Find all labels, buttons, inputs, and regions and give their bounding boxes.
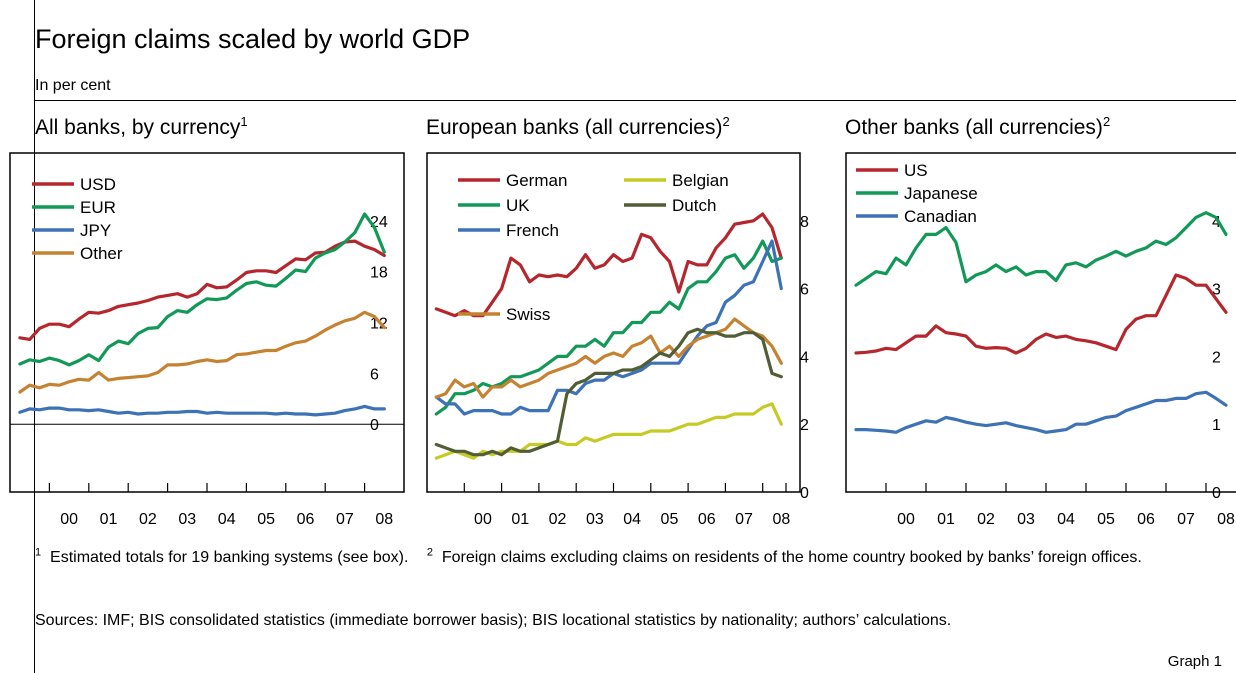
legend-label-eur: EUR [80, 198, 116, 217]
x-tick-label: 00 [474, 511, 492, 528]
y-tick-label: 4 [1212, 214, 1221, 231]
x-tick-label: 08 [375, 511, 393, 528]
x-tick-label: 04 [218, 511, 236, 528]
sources-note: Sources: IMF; BIS consolidated statistic… [35, 612, 952, 629]
x-tick-label: 01 [937, 511, 955, 528]
left-rule [34, 0, 35, 673]
y-tick-label: 3 [1212, 282, 1221, 299]
footnotes: 1 Estimated totals for 19 banking system… [35, 544, 1225, 571]
x-tick-label: 04 [1057, 511, 1075, 528]
legend-label-other: Other [80, 244, 123, 263]
x-tick-label: 04 [623, 511, 641, 528]
y-tick-label: 1 [1212, 417, 1221, 434]
graph-number: Graph 1 [1167, 653, 1222, 670]
y-tick-label: 6 [370, 366, 379, 383]
series-line-other [18, 310, 386, 394]
y-tick-label: 12 [370, 316, 388, 333]
x-tick-label: 03 [178, 511, 196, 528]
y-tick-label: 2 [1212, 349, 1221, 366]
x-tick-label: 05 [661, 511, 679, 528]
x-tick-label: 03 [586, 511, 604, 528]
legend-label-jpy: JPY [80, 221, 111, 240]
panel-title-other-banks: Other banks (all currencies)2 [845, 114, 1111, 139]
legend-label-japanese: Japanese [904, 184, 978, 203]
x-tick-label: 02 [139, 511, 157, 528]
panel-title-european-banks: European banks (all currencies)2 [426, 114, 730, 139]
y-tick-label: 0 [1212, 485, 1221, 502]
footnote-1-mark: 1 [35, 546, 42, 559]
legend-label-dutch: Dutch [672, 196, 716, 215]
legend-label-canadian: Canadian [904, 207, 977, 226]
legend-label-uk: UK [506, 196, 530, 215]
legend-label-swiss: Swiss [506, 305, 550, 324]
y-tick-label: 6 [800, 282, 809, 299]
y-tick-label: 18 [370, 265, 388, 282]
legend-label-us: US [904, 161, 928, 180]
series-line-french [434, 239, 783, 416]
x-tick-label: 07 [336, 511, 354, 528]
footnote-2-mark: 2 [426, 546, 433, 559]
series-line-belgian [434, 402, 783, 460]
x-tick-label: 01 [511, 511, 529, 528]
x-tick-label: 08 [1217, 511, 1235, 528]
x-tick-label: 03 [1017, 511, 1035, 528]
y-tick-label: 8 [800, 214, 809, 231]
charts-area: 00 01 02 03 04 05 06 07 0806121824USDEURJPYOther… [9, 152, 1236, 528]
y-tick-label: 0 [800, 485, 809, 502]
x-tick-label: 05 [1097, 511, 1115, 528]
plot-frame [845, 152, 1236, 493]
x-tick-label: 07 [1177, 511, 1195, 528]
series-line-japanese [854, 211, 1228, 287]
y-tick-label: 0 [370, 417, 379, 434]
footnote-2: Foreign claims excluding claims on resid… [441, 549, 1142, 566]
series-line-swiss [434, 317, 783, 399]
x-tick-label: 02 [977, 511, 995, 528]
x-tick-label: 00 [897, 511, 915, 528]
legend-label-belgian: Belgian [672, 171, 729, 190]
page-subtitle: In per cent [35, 77, 111, 94]
y-tick-label: 24 [370, 214, 388, 231]
y-tick-label: 4 [800, 349, 809, 366]
x-tick-label: 06 [297, 511, 315, 528]
series-line-german [434, 212, 783, 318]
x-tick-label: 07 [735, 511, 753, 528]
x-tick-label: 02 [549, 511, 567, 528]
series-line-jpy [18, 404, 386, 417]
page-title: Foreign claims scaled by world GDP [35, 24, 471, 54]
series-line-us [854, 273, 1228, 355]
x-tick-label: 06 [698, 511, 716, 528]
series-line-canadian [854, 390, 1228, 434]
series-line-usd [18, 239, 386, 341]
chart-panel-3: 00 01 02 03 04 05 06 07 0801234USJapaneseCanadia… [845, 152, 1236, 528]
x-tick-label: 05 [257, 511, 275, 528]
x-tick-label: 08 [772, 511, 790, 528]
legend-label-usd: USD [80, 175, 116, 194]
title-rule [34, 100, 1236, 101]
series-line-uk [434, 239, 783, 416]
chart-panel-2: 00 01 02 03 04 05 06 07 0802468GermanUKFrenchSwi… [426, 152, 809, 528]
series-line-dutch [434, 327, 783, 457]
legend-label-german: German [506, 171, 567, 190]
series-line-eur [18, 212, 386, 367]
y-tick-label: 2 [800, 417, 809, 434]
legend-label-french: French [506, 221, 559, 240]
x-tick-label: 01 [100, 511, 118, 528]
panel-title-all-banks: All banks, by currency1 [35, 114, 248, 139]
footnote-1: Estimated totals for 19 banking systems … [50, 549, 409, 566]
x-tick-label: 06 [1137, 511, 1155, 528]
x-tick-label: 00 [60, 511, 78, 528]
